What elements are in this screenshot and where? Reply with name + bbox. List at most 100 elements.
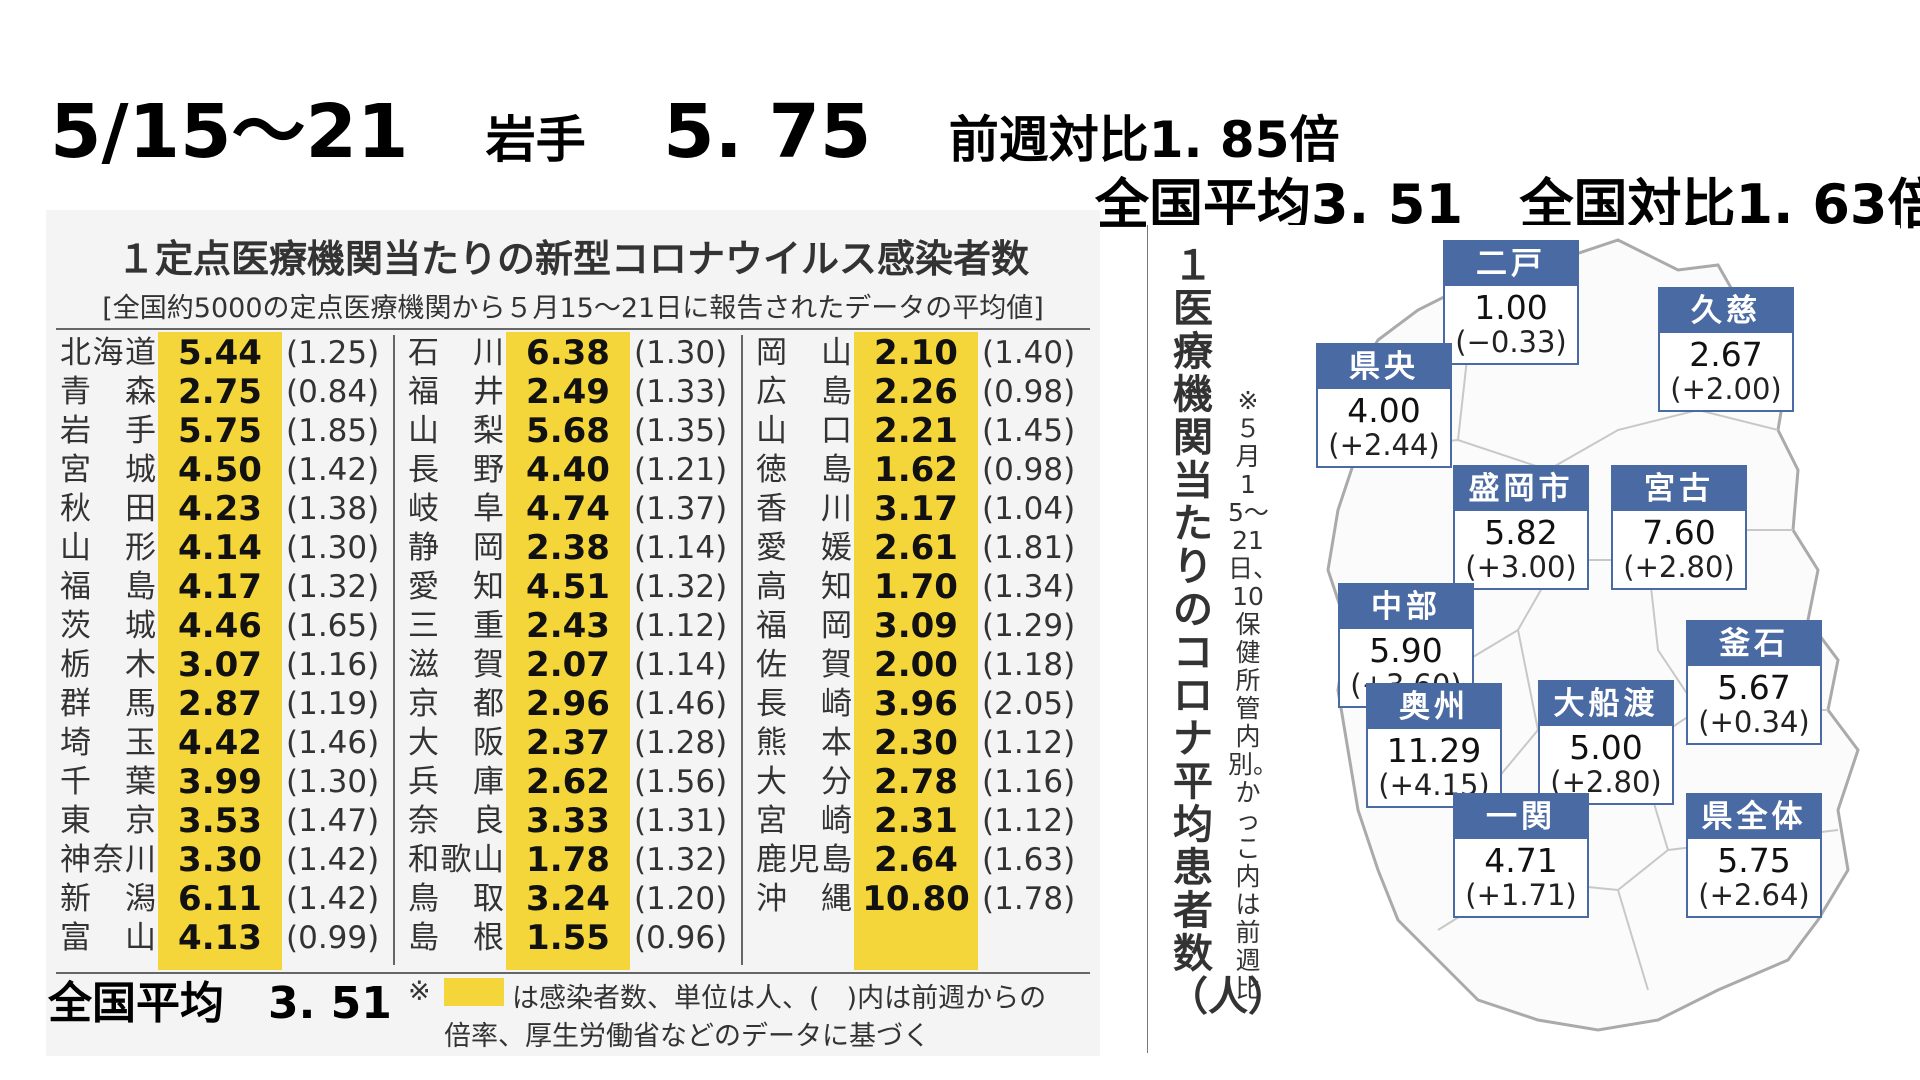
map-title: １医療機関当たりのコロナ平均患者数（人） — [1168, 243, 1288, 1020]
region-label: 盛岡市 5.82 (+3.00) — [1453, 465, 1589, 590]
prefecture-name: 熊本 — [756, 725, 852, 761]
prefecture-name: 佐賀 — [756, 647, 852, 683]
table-row: 秋田 4.23 (1.38) — [46, 490, 391, 529]
region-value: 5.90 — [1369, 631, 1443, 670]
table-row: 岡山 2.10 (1.40) — [742, 334, 1087, 373]
prefecture-name: 宮城 — [60, 452, 156, 488]
table-row: 鹿児島 2.64 (1.63) — [742, 841, 1087, 880]
region-value: 11.29 — [1386, 731, 1482, 770]
table-row: 福岡 3.09 (1.29) — [742, 607, 1087, 646]
note-line-2: 倍率、厚生労働省などのデータに基づく — [444, 1021, 930, 1052]
table-row: 広島 2.26 (0.98) — [742, 373, 1087, 412]
week-ratio: (1.19) — [286, 686, 380, 722]
prefecture-name: 滋賀 — [408, 647, 504, 683]
case-value: 4.13 — [178, 918, 262, 958]
case-value: 2.21 — [874, 411, 958, 451]
week-ratio: (1.04) — [982, 491, 1076, 527]
prefecture-name: 鳥取 — [408, 881, 504, 917]
region-value: 5.82 — [1484, 513, 1558, 552]
week-ratio: (1.14) — [634, 530, 728, 566]
region-name: 県央 — [1318, 345, 1450, 389]
prefecture-name: 広島 — [756, 374, 852, 410]
table-row: 神奈川 3.30 (1.42) — [46, 841, 391, 880]
week-ratio: (1.78) — [982, 881, 1076, 917]
week-ratio: (0.99) — [286, 920, 380, 956]
table-row: 青森 2.75 (0.84) — [46, 373, 391, 412]
table-row: 愛媛 2.61 (1.81) — [742, 529, 1087, 568]
table-row: 和歌山 1.78 (1.32) — [394, 841, 739, 880]
week-ratio: (1.14) — [634, 647, 728, 683]
prefecture-name: 山形 — [60, 530, 156, 566]
region-name: 盛岡市 — [1455, 467, 1587, 511]
region-label: 県全体 5.75 (+2.64) — [1686, 793, 1822, 918]
case-value: 2.30 — [874, 723, 958, 763]
headline-ratio: 前週対比1. 85倍 — [948, 111, 1340, 169]
region-name: 中部 — [1340, 585, 1472, 629]
week-ratio: (1.12) — [982, 725, 1076, 761]
prefecture-name: 東京 — [60, 803, 156, 839]
week-ratio: (1.42) — [286, 842, 380, 878]
region-name: 一関 — [1455, 795, 1587, 839]
prefecture-name: 兵庫 — [408, 764, 504, 800]
week-ratio: (1.12) — [982, 803, 1076, 839]
region-value: 4.00 — [1347, 391, 1421, 430]
highlight-column-3 — [854, 332, 978, 970]
headline-period: 5/15〜21 — [50, 89, 409, 175]
week-ratio: (0.98) — [982, 374, 1076, 410]
iwate-map-panel: １医療機関当たりのコロナ平均患者数（人） ※５月15〜21日、10保健所管内別。… — [1148, 225, 1900, 1055]
region-label: 二戸 1.00 (−0.33) — [1443, 240, 1579, 365]
region-change: (+2.80) — [1623, 550, 1735, 584]
case-value: 2.75 — [178, 372, 262, 412]
table-row: 茨城 4.46 (1.65) — [46, 607, 391, 646]
prefecture-name: 岐阜 — [408, 491, 504, 527]
week-ratio: (1.16) — [982, 764, 1076, 800]
case-value: 2.96 — [526, 684, 610, 724]
prefecture-name: 北海道 — [60, 335, 156, 371]
region-value: 1.00 — [1474, 288, 1548, 327]
prefecture-name: 三重 — [408, 608, 504, 644]
table-row: 沖縄 10.80 (1.78) — [742, 880, 1087, 919]
case-value: 4.40 — [526, 450, 610, 490]
case-value: 4.51 — [526, 567, 610, 607]
prefecture-name: 静岡 — [408, 530, 504, 566]
case-value: 3.30 — [178, 840, 262, 880]
prefecture-name: 山梨 — [408, 413, 504, 449]
table-row: 鳥取 3.24 (1.20) — [394, 880, 739, 919]
region-name: 宮古 — [1613, 467, 1745, 511]
prefecture-name: 新潟 — [60, 881, 156, 917]
case-value: 4.14 — [178, 528, 262, 568]
table-row: 北海道 5.44 (1.25) — [46, 334, 391, 373]
prefecture-table: １定点医療機関当たりの新型コロナウイルス感染者数 [全国約5000の定点医療機関… — [46, 210, 1100, 1056]
region-name: 県全体 — [1688, 795, 1820, 839]
case-value: 2.10 — [874, 333, 958, 373]
table-row: 島根 1.55 (0.96) — [394, 919, 739, 958]
prefecture-name: 長野 — [408, 452, 504, 488]
headline-national-ratio: 全国対比1. 63倍 — [1519, 173, 1920, 236]
table-row: 石川 6.38 (1.30) — [394, 334, 739, 373]
week-ratio: (1.32) — [634, 842, 728, 878]
case-value: 6.38 — [526, 333, 610, 373]
case-value: 2.00 — [874, 645, 958, 685]
case-value: 3.17 — [874, 489, 958, 529]
prefecture-name: 石川 — [408, 335, 504, 371]
week-ratio: (1.42) — [286, 881, 380, 917]
region-change: (+2.00) — [1670, 372, 1782, 406]
prefecture-name: 香川 — [756, 491, 852, 527]
table-row: 群馬 2.87 (1.19) — [46, 685, 391, 724]
prefecture-name: 栃木 — [60, 647, 156, 683]
case-value: 2.78 — [874, 762, 958, 802]
week-ratio: (1.21) — [634, 452, 728, 488]
week-ratio: (1.28) — [634, 725, 728, 761]
case-value: 1.70 — [874, 567, 958, 607]
table-title: １定点医療機関当たりの新型コロナウイルス感染者数 — [116, 237, 1029, 281]
headline-value: 5. 75 — [663, 89, 872, 175]
prefecture-name: 和歌山 — [408, 842, 504, 878]
case-value: 5.44 — [178, 333, 262, 373]
region-change: (+3.00) — [1465, 550, 1577, 584]
case-value: 2.31 — [874, 801, 958, 841]
region-label: 釜石 5.67 (+0.34) — [1686, 620, 1822, 745]
table-row: 埼玉 4.42 (1.46) — [46, 724, 391, 763]
case-value: 5.68 — [526, 411, 610, 451]
headline-main: 5/15〜21 岩手 5. 75 前週対比1. 85倍 — [50, 95, 1340, 169]
table-row: 新潟 6.11 (1.42) — [46, 880, 391, 919]
